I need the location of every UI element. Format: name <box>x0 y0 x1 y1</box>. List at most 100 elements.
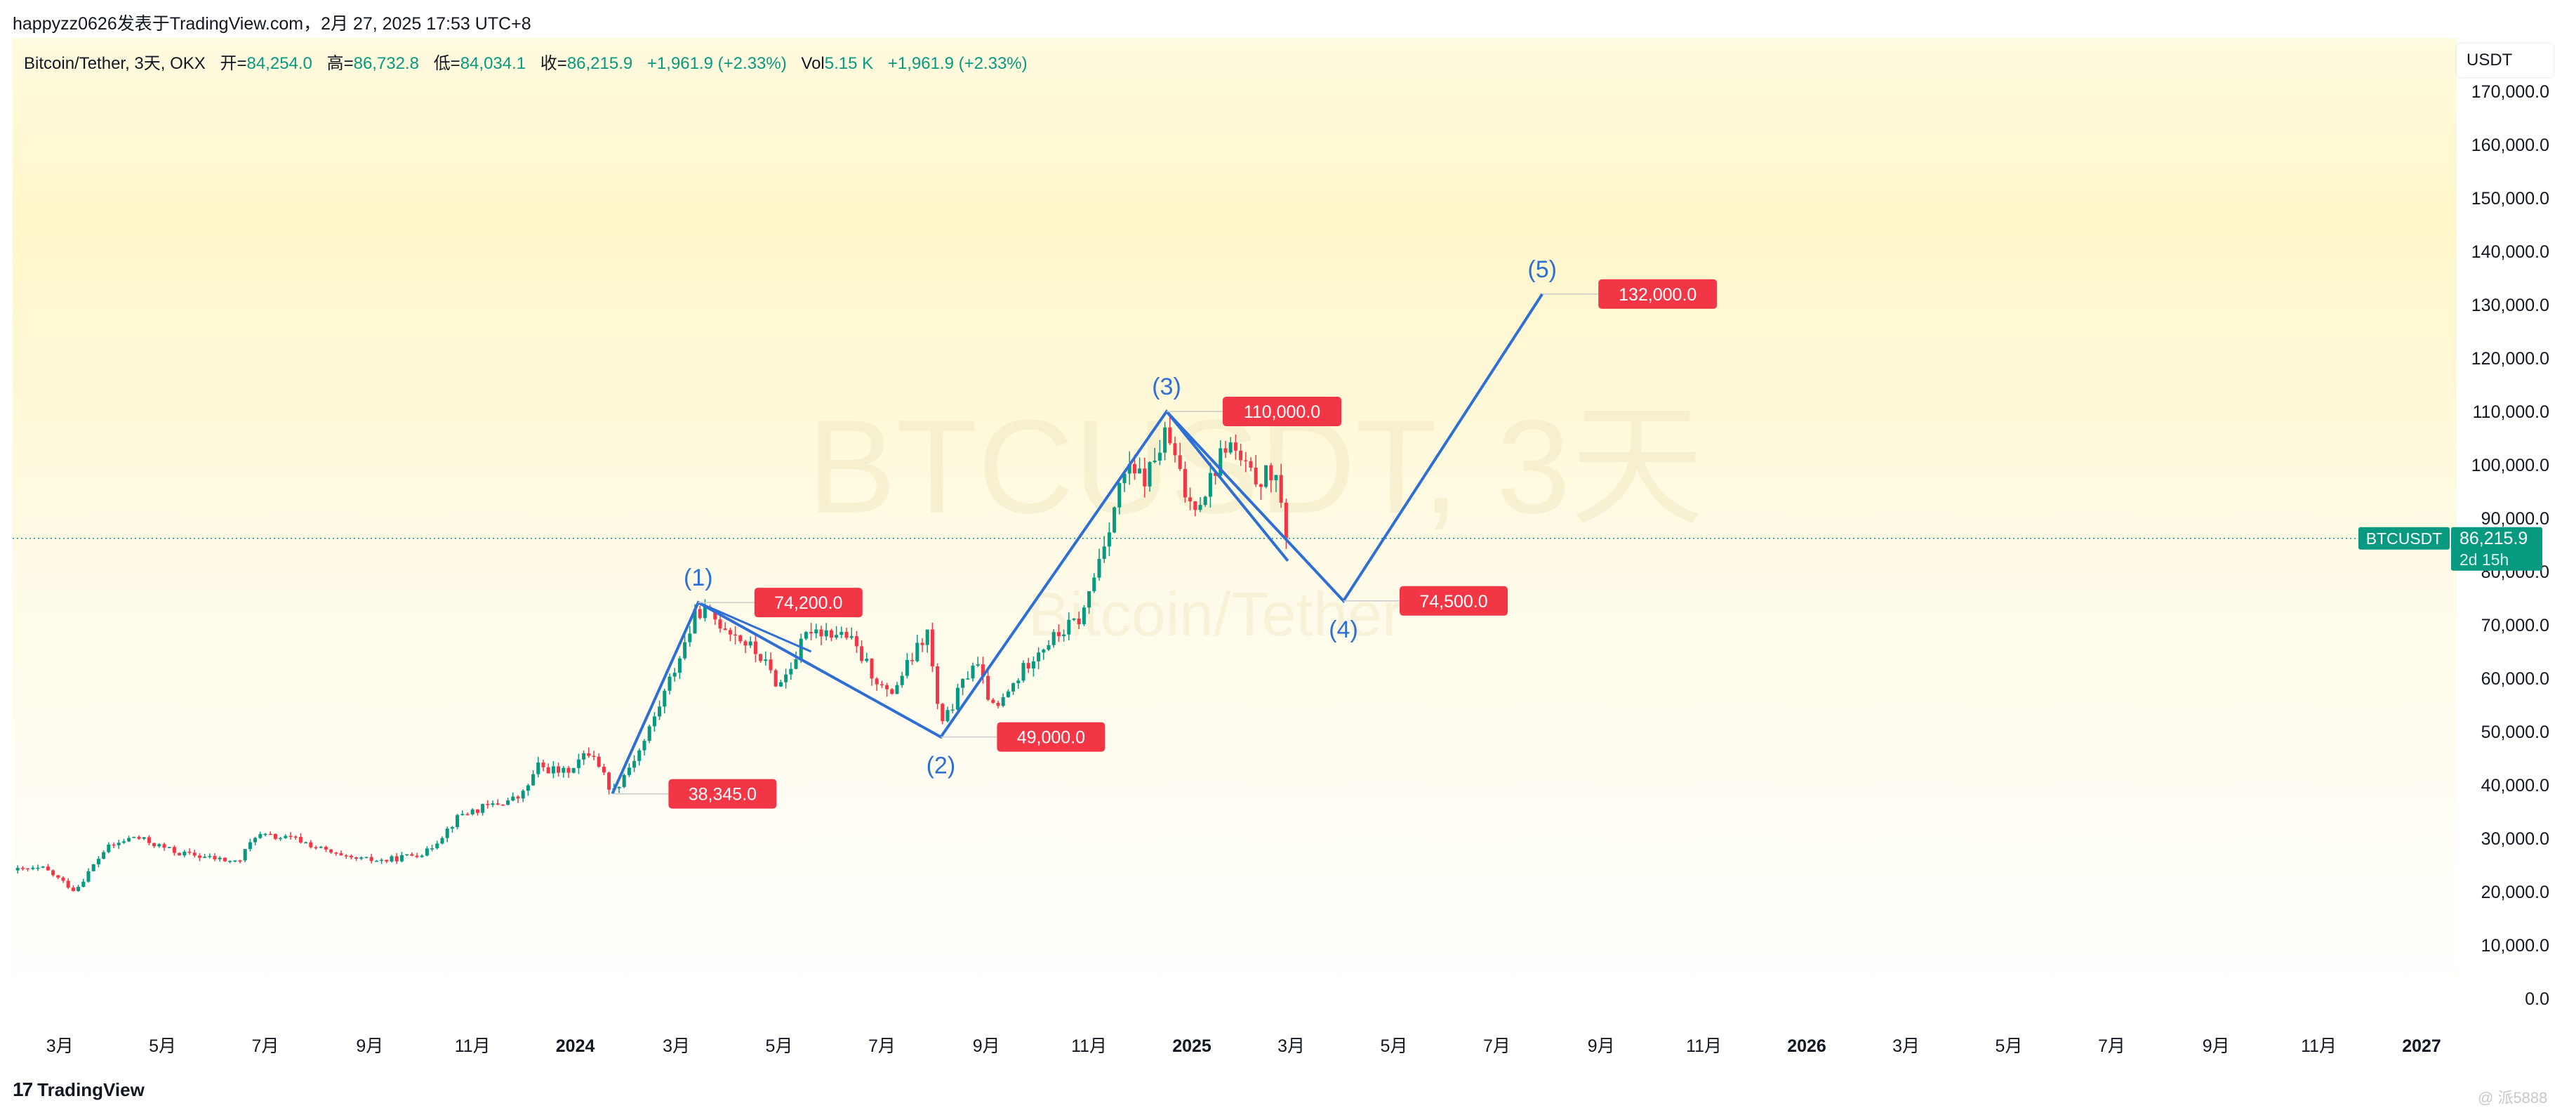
candle-up[interactable] <box>405 854 409 856</box>
candle-down[interactable] <box>885 685 889 690</box>
candle-up[interactable] <box>157 844 161 847</box>
candle-up[interactable] <box>1021 663 1025 681</box>
candle-up[interactable] <box>430 848 434 850</box>
candle-up[interactable] <box>688 633 692 642</box>
candle-up[interactable] <box>794 659 798 669</box>
candle-down[interactable] <box>152 843 157 847</box>
candle-up[interactable] <box>364 857 369 859</box>
candle-up[interactable] <box>814 629 818 634</box>
candle-down[interactable] <box>991 699 995 703</box>
price-label-box[interactable] <box>1598 279 1718 309</box>
candle-up[interactable] <box>637 750 642 761</box>
candle-up[interactable] <box>683 642 687 659</box>
candle-up[interactable] <box>925 629 929 645</box>
candle-up[interactable] <box>784 674 788 682</box>
candle-down[interactable] <box>870 659 874 679</box>
candle-down[interactable] <box>910 659 915 661</box>
currency-selector[interactable]: USDT <box>2457 44 2554 77</box>
candle-down[interactable] <box>743 641 748 646</box>
candle-down[interactable] <box>1254 468 1258 484</box>
candle-down[interactable] <box>213 856 217 859</box>
candle-up[interactable] <box>1117 483 1122 508</box>
candle-up[interactable] <box>703 607 707 619</box>
candle-up[interactable] <box>1037 652 1041 661</box>
candle-down[interactable] <box>920 642 924 645</box>
price-label-box[interactable] <box>668 779 777 809</box>
candle-down[interactable] <box>71 888 75 892</box>
candle-down[interactable] <box>162 844 166 848</box>
candle-up[interactable] <box>1113 507 1117 533</box>
candle-up[interactable] <box>1087 591 1091 608</box>
candle-down[interactable] <box>1259 484 1263 487</box>
candle-down[interactable] <box>733 634 738 636</box>
candle-up[interactable] <box>284 836 288 838</box>
candle-up[interactable] <box>551 766 555 774</box>
candle-down[interactable] <box>61 877 65 881</box>
candle-up[interactable] <box>905 659 909 676</box>
candle-down[interactable] <box>854 636 858 647</box>
candle-down[interactable] <box>339 853 343 856</box>
candle-down[interactable] <box>738 635 743 642</box>
candle-down[interactable] <box>587 753 591 756</box>
candle-down[interactable] <box>844 631 849 638</box>
candle-up[interactable] <box>121 841 126 843</box>
candle-up[interactable] <box>672 673 677 677</box>
candle-down[interactable] <box>238 860 242 862</box>
candle-down[interactable] <box>597 756 601 767</box>
candle-up[interactable] <box>900 675 904 685</box>
candle-up[interactable] <box>390 856 394 862</box>
candle-up[interactable] <box>945 710 950 722</box>
price-label-box[interactable] <box>1223 397 1341 426</box>
candle-down[interactable] <box>1168 427 1172 444</box>
candle-up[interactable] <box>15 868 20 871</box>
candle-up[interactable] <box>642 741 646 751</box>
candle-up[interactable] <box>526 785 530 791</box>
candle-down[interactable] <box>192 852 197 856</box>
candle-down[interactable] <box>1173 443 1177 456</box>
candle-down[interactable] <box>369 857 373 862</box>
candle-up[interactable] <box>132 836 136 838</box>
candle-up[interactable] <box>1067 619 1071 635</box>
candle-down[interactable] <box>223 857 227 862</box>
candle-up[interactable] <box>279 838 283 840</box>
candle-down[interactable] <box>728 630 732 635</box>
candle-down[interactable] <box>546 767 550 774</box>
candle-up[interactable] <box>1157 452 1162 461</box>
candle-down[interactable] <box>602 767 606 773</box>
candle-up[interactable] <box>107 844 111 852</box>
candle-down[interactable] <box>415 855 419 857</box>
symbol-text[interactable]: Bitcoin/Tether, 3天, OKX <box>24 54 206 73</box>
candle-down[interactable] <box>1143 468 1147 487</box>
candle-down[interactable] <box>309 842 313 847</box>
candle-down[interactable] <box>329 849 333 853</box>
elliott-wave-line[interactable] <box>611 293 1543 795</box>
candle-up[interactable] <box>1006 691 1010 697</box>
candle-down[interactable] <box>592 756 596 757</box>
candle-down[interactable] <box>147 837 151 843</box>
candle-up[interactable] <box>399 855 404 862</box>
candle-up[interactable] <box>1208 473 1212 497</box>
candle-up[interactable] <box>86 871 91 882</box>
candle-up[interactable] <box>1163 427 1167 453</box>
candle-up[interactable] <box>127 838 131 842</box>
candle-up[interactable] <box>1042 649 1046 653</box>
candle-up[interactable] <box>521 791 525 799</box>
candle-down[interactable] <box>819 629 823 637</box>
candle-down[interactable] <box>20 868 25 869</box>
candle-up[interactable] <box>228 861 232 862</box>
candle-down[interactable] <box>1056 632 1061 637</box>
candle-down[interactable] <box>774 670 778 687</box>
candle-up[interactable] <box>511 796 515 801</box>
wave-1-2-channel-line[interactable] <box>698 601 812 653</box>
candle-up[interactable] <box>456 814 460 828</box>
candle-up[interactable] <box>824 630 828 637</box>
candle-up[interactable] <box>319 847 323 848</box>
candle-up[interactable] <box>1001 697 1005 706</box>
candle-down[interactable] <box>344 855 348 857</box>
candle-down[interactable] <box>1026 663 1030 669</box>
candle-down[interactable] <box>1279 475 1283 503</box>
candle-down[interactable] <box>268 833 272 836</box>
candle-down[interactable] <box>298 837 303 843</box>
candle-down[interactable] <box>718 619 722 629</box>
